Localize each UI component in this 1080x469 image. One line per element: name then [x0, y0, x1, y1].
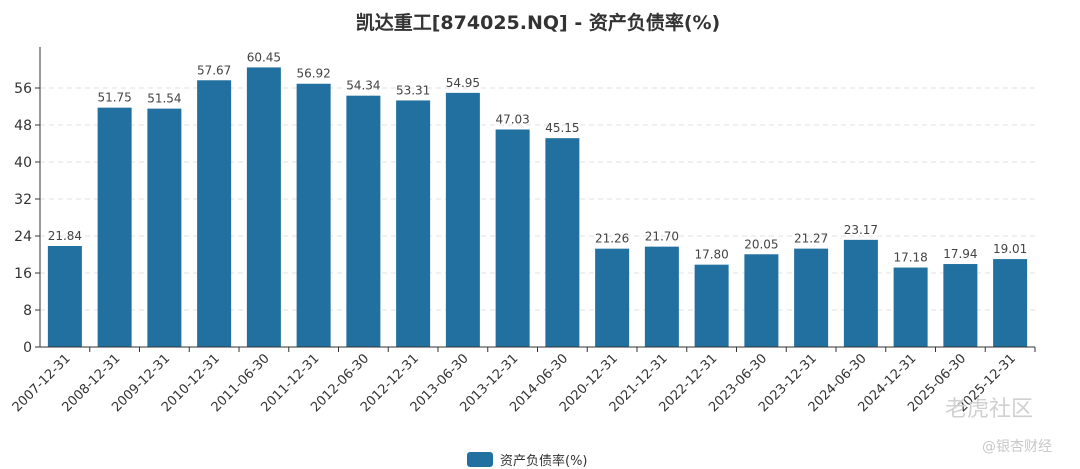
data-label: 21.70 — [645, 230, 679, 244]
data-label: 53.31 — [396, 83, 430, 97]
bar[interactable] — [495, 129, 530, 347]
bars — [47, 67, 1028, 348]
y-tick-label: 56 — [14, 81, 32, 97]
bar[interactable] — [644, 246, 679, 347]
watermark-main: 老虎社区 — [945, 397, 1033, 422]
bar[interactable] — [296, 83, 331, 348]
bar[interactable] — [445, 92, 480, 347]
data-label: 60.45 — [247, 50, 281, 64]
data-label: 54.34 — [346, 79, 380, 93]
data-label: 57.67 — [197, 63, 231, 77]
data-label: 54.95 — [446, 76, 480, 90]
bar[interactable] — [47, 245, 82, 347]
data-label: 56.92 — [296, 67, 330, 81]
bar[interactable] — [97, 107, 132, 347]
watermark-secondary: @银杏财经 — [982, 439, 1052, 455]
data-label: 21.84 — [48, 229, 82, 243]
axes — [35, 47, 1036, 352]
data-label: 51.54 — [147, 92, 181, 106]
bar[interactable] — [794, 248, 829, 347]
data-labels: 21.84 51.75 51.54 57.67 60.45 56.92 54.34 53.31… — [48, 50, 1028, 264]
bar[interactable] — [843, 239, 878, 347]
y-tick-label: 40 — [14, 155, 32, 171]
bar[interactable] — [993, 259, 1028, 347]
legend-swatch — [467, 452, 493, 467]
data-label: 47.03 — [495, 112, 529, 126]
bar[interactable] — [744, 254, 779, 347]
y-ticks: 0 8 16 24 32 40 48 56 — [14, 81, 32, 356]
y-tick-label: 24 — [14, 229, 32, 245]
legend-label: 资产负债率(%) — [500, 453, 588, 469]
grid — [40, 87, 1035, 311]
data-label: 51.75 — [97, 91, 131, 105]
data-label: 17.94 — [943, 247, 977, 261]
data-label: 21.27 — [794, 232, 828, 246]
bar[interactable] — [595, 248, 630, 347]
bar[interactable] — [396, 100, 431, 347]
bar[interactable] — [694, 264, 729, 347]
bar[interactable] — [346, 95, 381, 348]
y-tick-label: 48 — [14, 118, 32, 134]
y-tick-label: 16 — [14, 266, 32, 282]
data-label: 23.17 — [844, 223, 878, 237]
bar[interactable] — [246, 67, 281, 347]
data-label: 21.26 — [595, 232, 629, 246]
y-tick-label: 8 — [23, 303, 32, 319]
bar[interactable] — [943, 264, 978, 347]
bar[interactable] — [545, 138, 580, 347]
y-tick-label: 32 — [14, 192, 32, 208]
chart-title: 凯达重工[874025.NQ] - 资产负债率(%) — [356, 11, 720, 34]
data-label: 19.01 — [993, 242, 1027, 256]
bar[interactable] — [147, 108, 182, 347]
bar[interactable] — [197, 80, 232, 348]
data-label: 20.05 — [744, 237, 778, 251]
data-label: 45.15 — [545, 121, 579, 135]
legend[interactable]: 资产负债率(%) — [467, 452, 588, 469]
x-ticks: 2007-12-312008-12-312009-12-312010-12-31… — [10, 351, 1019, 415]
data-label: 17.80 — [694, 248, 728, 262]
y-tick-label: 0 — [23, 340, 32, 356]
data-label: 17.18 — [893, 251, 927, 265]
bar[interactable] — [893, 267, 928, 347]
